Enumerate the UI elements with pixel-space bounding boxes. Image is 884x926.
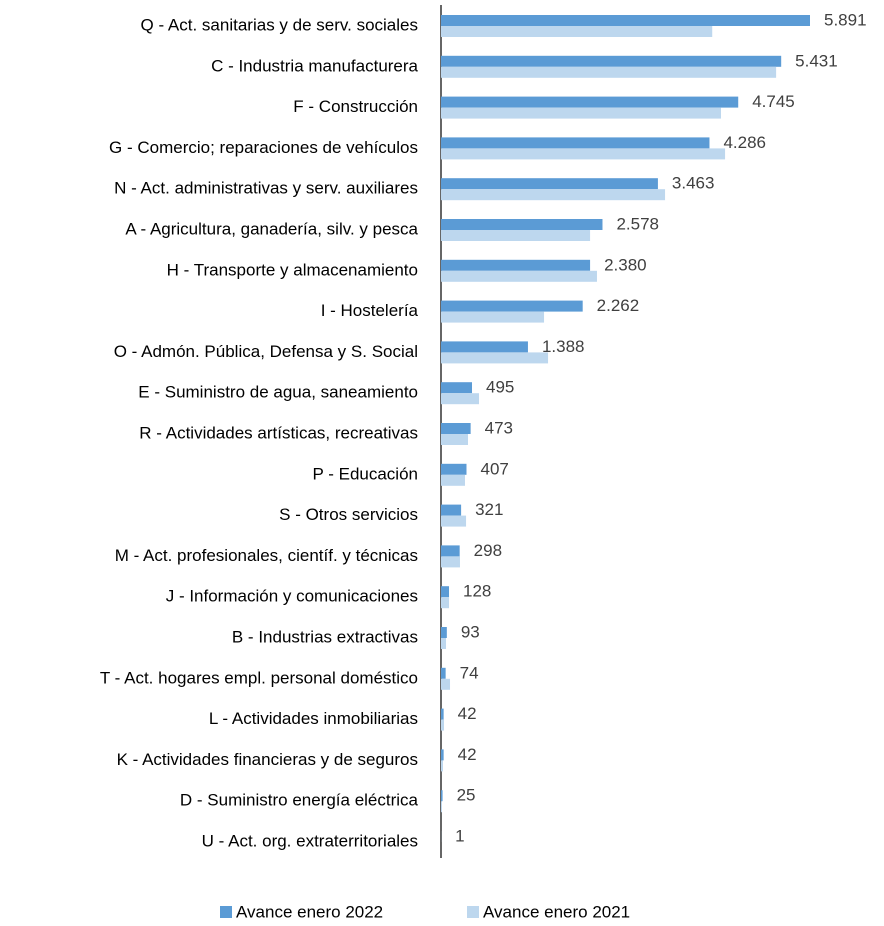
category-label: K - Actividades financieras y de seguros	[117, 750, 418, 769]
category-label: T - Act. hogares empl. personal doméstic…	[100, 668, 418, 687]
bar	[441, 189, 666, 201]
category-label: L - Actividades inmobiliarias	[209, 709, 418, 728]
bar	[441, 556, 460, 568]
bar	[441, 749, 444, 761]
bar	[441, 341, 528, 353]
bar	[441, 760, 444, 772]
bar	[441, 178, 658, 190]
bar	[441, 259, 591, 271]
legend-swatch	[220, 906, 232, 918]
value-label: 4.286	[723, 133, 766, 152]
category-label: D - Suministro energía eléctrica	[180, 791, 419, 810]
value-label: 128	[463, 582, 491, 601]
bar	[441, 434, 468, 445]
category-label: J - Información y comunicaciones	[166, 587, 418, 606]
bar	[441, 678, 451, 690]
legend-swatch	[467, 906, 479, 918]
bar	[441, 352, 549, 364]
bar	[441, 597, 450, 609]
bar	[441, 311, 545, 323]
category-label: E - Suministro de agua, saneamiento	[138, 383, 418, 402]
bar	[441, 270, 597, 282]
value-label: 42	[458, 704, 477, 723]
value-label: 407	[480, 459, 508, 478]
category-label: M - Act. profesionales, científ. y técni…	[115, 546, 418, 565]
legend-label: Avance enero 2022	[236, 902, 383, 921]
bar	[441, 627, 447, 638]
value-label: 25	[457, 786, 476, 805]
bar	[441, 382, 473, 394]
category-label: I - Hostelería	[321, 301, 419, 320]
category-label: R - Actividades artísticas, recreativas	[139, 423, 418, 442]
value-label: 321	[475, 500, 503, 519]
bar	[441, 708, 444, 720]
category-label: H - Transporte y almacenamiento	[167, 260, 418, 279]
bar	[441, 219, 603, 230]
bar	[441, 230, 591, 241]
bar	[441, 515, 467, 527]
bar	[441, 423, 471, 434]
bar	[441, 55, 782, 67]
bar	[441, 586, 450, 598]
bar	[441, 719, 445, 731]
value-label: 1.388	[542, 337, 585, 356]
bar	[441, 26, 713, 37]
value-label: 42	[458, 745, 477, 764]
value-label: 3.463	[672, 174, 715, 193]
bar	[441, 474, 465, 486]
value-label: 1	[455, 826, 464, 845]
value-label: 298	[474, 541, 502, 560]
category-label: S - Otros servicios	[279, 505, 418, 524]
legend-label: Avance enero 2021	[483, 902, 630, 921]
value-label: 4.745	[752, 92, 795, 111]
bar	[441, 15, 810, 26]
value-label: 2.380	[604, 255, 647, 274]
value-label: 2.578	[616, 214, 659, 233]
value-label: 5.431	[795, 51, 838, 70]
bar	[441, 148, 726, 160]
bar	[441, 66, 777, 78]
category-label: Q - Act. sanitarias y de serv. sociales	[141, 15, 418, 34]
bar	[441, 300, 583, 312]
category-label: A - Agricultura, ganadería, silv. y pesc…	[125, 219, 418, 238]
bar	[441, 393, 480, 405]
bar	[441, 504, 462, 516]
bar	[441, 801, 443, 813]
value-label: 93	[461, 622, 480, 641]
bar	[441, 107, 721, 119]
category-label: O - Admón. Pública, Defensa y S. Social	[114, 342, 418, 361]
value-label: 473	[485, 418, 513, 437]
bar	[441, 96, 739, 108]
value-label: 495	[486, 378, 514, 397]
category-label: U - Act. org. extraterritoriales	[202, 831, 418, 850]
category-label: P - Educación	[312, 464, 418, 483]
bar	[441, 638, 447, 649]
value-label: 5.891	[824, 10, 867, 29]
bar	[441, 667, 446, 679]
category-label: N - Act. administrativas y serv. auxilia…	[114, 179, 418, 198]
value-label: 2.262	[597, 296, 640, 315]
bar	[441, 137, 710, 149]
bar	[441, 545, 460, 557]
category-label: F - Construcción	[293, 97, 418, 116]
category-label: G - Comercio; reparaciones de vehículos	[109, 138, 418, 157]
value-label: 74	[460, 663, 479, 682]
bar	[441, 463, 467, 475]
category-label: B - Industrias extractivas	[232, 627, 418, 646]
category-label: C - Industria manufacturera	[211, 56, 418, 75]
bar	[441, 790, 443, 802]
